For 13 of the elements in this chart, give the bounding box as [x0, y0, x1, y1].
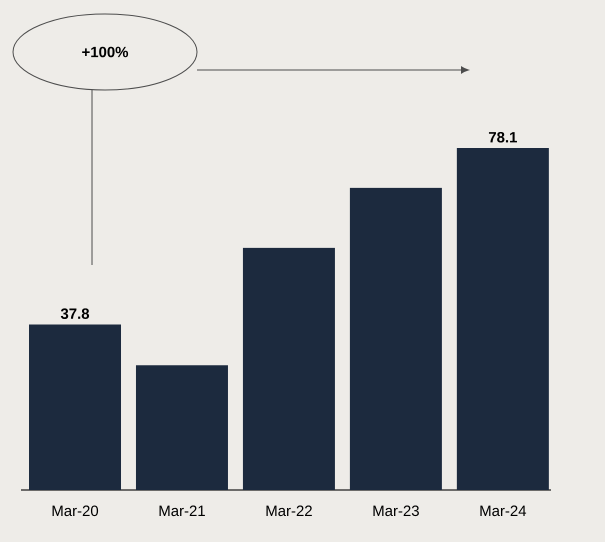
- data-label: 37.8: [60, 308, 90, 319]
- bar: [456, 148, 549, 490]
- text: +100%: [82, 46, 128, 58]
- x-tick-label: Mar-23: [373, 506, 419, 516]
- x-tick-label: Mar-21: [160, 506, 205, 516]
- bar: [350, 188, 442, 490]
- bar: [29, 324, 122, 490]
- x-tick-label: Mar-22: [266, 506, 312, 516]
- x-tick-label: Mar-20: [52, 506, 98, 516]
- bar: [136, 365, 228, 490]
- x-tick-label: Mar-24: [480, 506, 526, 516]
- data-label: 78.1: [488, 132, 517, 143]
- bar: [242, 248, 335, 490]
